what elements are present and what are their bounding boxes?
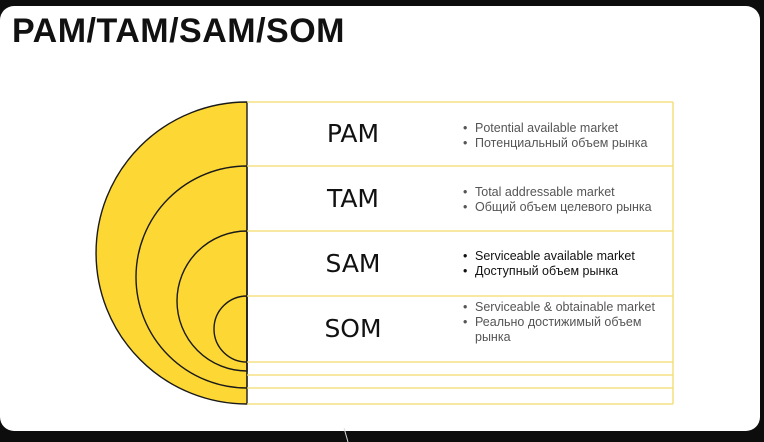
bullet-item: Total addressable market <box>463 185 678 200</box>
sam-semicircle <box>176 230 248 372</box>
som-description: Serviceable & obtainable market Реально … <box>463 300 663 345</box>
bullet-item: Доступный объем рынка <box>463 264 678 279</box>
bullet-item: Потенциальный объем рынка <box>463 136 678 151</box>
bullet-item: Общий объем целевого рынка <box>463 200 678 215</box>
bullet-item: Реально достижимый объем рынка <box>463 315 663 345</box>
cursor-mark <box>343 428 349 442</box>
row-label-pam: PAM <box>326 119 380 148</box>
slide: PAM/TAM/SAM/SOM PAM TAM SAM SOM Potentia… <box>0 6 760 431</box>
bullet-item: Potential available market <box>463 121 678 136</box>
pam-description: Potential available market Потенциальный… <box>463 121 678 151</box>
som-semicircle <box>213 295 248 363</box>
market-size-diagram <box>95 101 674 405</box>
tam-semicircle <box>135 165 248 389</box>
sam-description: Serviceable available market Доступный о… <box>463 249 678 279</box>
bullet-item: Serviceable available market <box>463 249 678 264</box>
pam-semicircle <box>95 101 248 405</box>
row-label-sam: SAM <box>325 249 381 278</box>
slide-title: PAM/TAM/SAM/SOM <box>12 12 345 50</box>
row-label-tam: TAM <box>326 184 379 213</box>
tam-description: Total addressable market Общий объем цел… <box>463 185 678 215</box>
row-label-som: SOM <box>324 314 382 343</box>
table-grid <box>247 101 674 405</box>
bullet-item: Serviceable & obtainable market <box>463 300 663 315</box>
